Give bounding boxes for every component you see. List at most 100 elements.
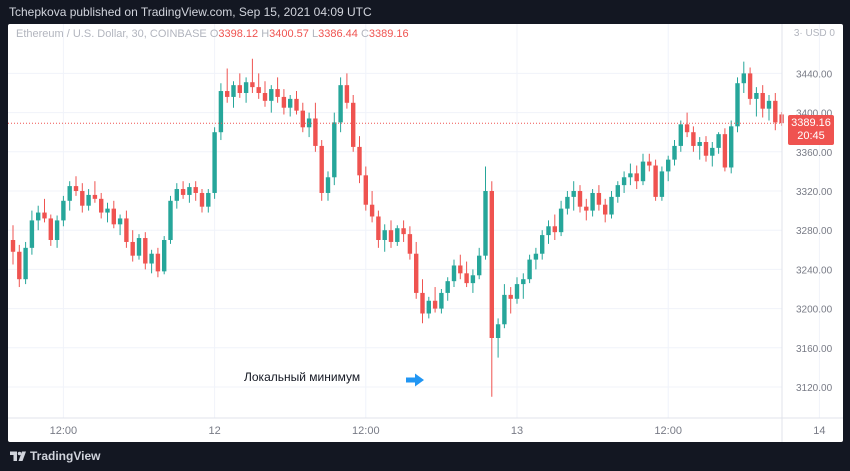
low-key: L — [311, 28, 319, 40]
candle-body — [615, 185, 620, 197]
candle-body — [325, 177, 331, 193]
candle-body — [281, 96, 287, 108]
current-price-label: 3389.16 — [791, 117, 831, 129]
publisher-header: Tchepkova published on TradingView.com, … — [9, 5, 372, 19]
candle-body — [382, 230, 387, 240]
candle-body — [603, 204, 608, 215]
candle-body — [256, 87, 261, 93]
candle-body — [426, 300, 431, 314]
candle-body — [495, 324, 501, 338]
candle-body — [533, 253, 539, 260]
candle-body — [477, 255, 482, 276]
y-tick-label: 3320.00 — [796, 187, 833, 198]
candle-body — [508, 294, 513, 299]
candle-body — [584, 206, 589, 211]
candle-body — [262, 93, 268, 101]
candlestick-chart[interactable]: 3120.00 3160.00 3200.00 3240.00 3280.00 3320.… — [8, 24, 843, 442]
candle-body — [621, 177, 627, 186]
y-tick-label: 3400.00 — [796, 109, 833, 120]
tradingview-brand[interactable]: TradingView — [30, 449, 101, 463]
candle-body — [124, 218, 129, 242]
candle-body — [571, 191, 576, 197]
y-tick-label: 3360.00 — [796, 148, 833, 159]
candle-body — [502, 294, 507, 325]
candle-body — [250, 82, 255, 88]
candle-body — [773, 100, 778, 123]
y-tick-label: 3280.00 — [796, 226, 833, 237]
candle-body — [697, 142, 702, 146]
candle-body — [344, 85, 350, 103]
candle-body — [243, 82, 249, 93]
currency-label[interactable]: 3· USD 0 — [793, 28, 835, 39]
candle-body — [760, 93, 765, 109]
candle-body — [294, 98, 299, 111]
candle-body — [388, 230, 394, 242]
candle-body — [395, 228, 400, 242]
candle-body — [54, 220, 60, 240]
candle-body — [489, 191, 494, 338]
candle-body — [92, 194, 98, 199]
candle-body — [590, 192, 595, 211]
y-tick-label: 3200.00 — [796, 305, 833, 316]
candle-body — [206, 192, 211, 207]
candle-body — [306, 118, 312, 128]
candle-body — [672, 145, 677, 160]
high-key: H — [261, 28, 270, 40]
candle-body — [432, 300, 438, 309]
candle-body — [193, 187, 198, 193]
candle-body — [136, 238, 142, 256]
candle-body — [130, 241, 135, 256]
candle-body — [225, 91, 230, 97]
candle-body — [647, 161, 652, 166]
candle-body — [105, 208, 110, 213]
candle-body — [546, 226, 551, 236]
candle-body — [521, 279, 526, 285]
candle-body — [653, 165, 658, 197]
candle-body — [710, 147, 715, 156]
candle-body — [527, 259, 532, 280]
candle-body — [703, 142, 709, 156]
candle-body — [300, 110, 305, 128]
candle-body — [10, 240, 16, 252]
candle-body — [369, 204, 375, 217]
current-price-tag: 3389.16 20:45 — [788, 115, 834, 145]
candle-body — [634, 173, 639, 182]
candle-body — [766, 100, 772, 109]
candle-body — [117, 218, 123, 225]
ohlc-legend: Ethereum / U.S. Dollar, 30, COINBASE O33… — [16, 28, 409, 40]
candle-body — [275, 89, 280, 97]
candle-body — [162, 240, 167, 272]
candle-body — [420, 292, 425, 314]
candle-body — [684, 124, 690, 133]
chart-panel[interactable]: 3120.00 3160.00 3200.00 3240.00 3280.00 3320.… — [8, 24, 843, 442]
candle-body — [36, 212, 41, 221]
x-tick-label: 13 — [511, 425, 523, 437]
candle-body — [231, 85, 236, 97]
candle-body — [332, 122, 337, 178]
axis-layer: 3120.00 3160.00 3200.00 3240.00 3280.00 3320.… — [8, 24, 843, 442]
candle-body — [439, 292, 444, 309]
close-value: 3389.16 — [368, 28, 409, 40]
candle-body — [67, 186, 72, 201]
candle-body — [401, 228, 406, 235]
candle-body — [357, 146, 362, 176]
arrow-layer — [406, 373, 424, 387]
candle-body — [540, 235, 545, 254]
grid-layer — [8, 24, 820, 418]
candle-body — [187, 187, 192, 195]
candle-body — [338, 85, 343, 123]
candle-body — [376, 216, 381, 240]
candle-body — [754, 93, 759, 99]
high-value: 3400.57 — [269, 28, 309, 40]
candle-body — [666, 159, 671, 172]
x-tick-label: 12:00 — [50, 425, 78, 437]
y-tick-label: 3160.00 — [796, 344, 833, 355]
x-tick-label: 14 — [813, 425, 825, 437]
candle-body — [218, 91, 224, 133]
candle-body — [23, 247, 28, 280]
candle-body — [155, 253, 161, 272]
candle-body — [174, 189, 179, 201]
candle-body — [445, 281, 450, 293]
candle-body — [363, 175, 368, 205]
candle-body — [659, 171, 665, 197]
